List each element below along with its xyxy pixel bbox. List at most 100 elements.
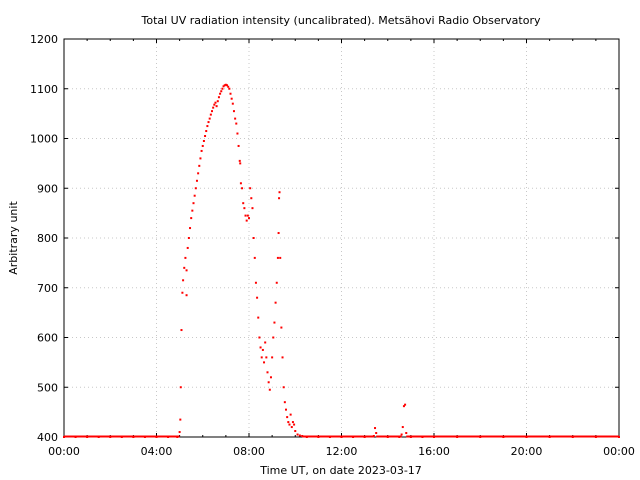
data-point <box>216 100 219 103</box>
data-point <box>202 139 205 142</box>
data-point <box>221 87 224 90</box>
data-point <box>222 85 225 88</box>
data-point <box>232 110 235 113</box>
data-point <box>288 423 291 426</box>
x-tick-label: 20:00 <box>511 445 543 458</box>
data-point <box>235 122 238 125</box>
data-point <box>226 84 229 87</box>
data-point <box>263 361 266 364</box>
data-point <box>182 279 185 282</box>
x-tick-label: 00:00 <box>48 445 80 458</box>
data-point <box>296 433 299 436</box>
data-point <box>276 256 279 259</box>
x-tick-label: 16:00 <box>418 445 450 458</box>
y-tick-label: 400 <box>37 431 58 444</box>
data-point <box>401 426 404 429</box>
data-point <box>180 329 183 332</box>
y-tick-label: 1200 <box>30 33 58 46</box>
data-point <box>374 427 377 430</box>
data-point <box>220 90 223 93</box>
data-point <box>269 376 272 379</box>
data-point <box>257 316 260 319</box>
data-point <box>198 164 201 167</box>
x-axis-label: Time UT, on date 2023-03-17 <box>259 464 422 477</box>
data-point <box>246 214 249 217</box>
axis-ticks <box>63 38 620 438</box>
data-point <box>231 102 234 105</box>
grid-lines <box>64 39 619 437</box>
data-point <box>287 421 290 424</box>
data-point <box>266 371 269 374</box>
data-point <box>186 246 189 249</box>
y-tick-label: 500 <box>37 381 58 394</box>
data-point <box>230 97 233 100</box>
x-tick-label: 00:00 <box>603 445 635 458</box>
data-point <box>251 207 254 210</box>
data-point <box>275 281 278 284</box>
y-tick-label: 900 <box>37 182 58 195</box>
x-tick-label: 04:00 <box>141 445 173 458</box>
data-point <box>278 191 281 194</box>
data-point <box>213 103 216 106</box>
data-point <box>201 144 204 147</box>
data-point <box>242 202 245 205</box>
data-point <box>237 144 240 147</box>
data-point <box>283 401 286 404</box>
data-point <box>404 403 407 406</box>
data-point <box>200 149 203 152</box>
data-point <box>238 159 241 162</box>
data-point <box>400 433 403 436</box>
data-point <box>289 413 292 416</box>
data-point <box>252 237 255 239</box>
data-point <box>274 301 277 304</box>
data-point <box>189 227 192 230</box>
data-point <box>253 256 256 259</box>
data-point <box>250 197 253 200</box>
data-point <box>185 294 188 297</box>
data-point <box>236 132 239 135</box>
data-point <box>245 219 248 222</box>
data-point <box>229 92 232 95</box>
data-point <box>271 356 274 359</box>
data-point <box>402 405 405 408</box>
y-tick-label: 800 <box>37 232 58 245</box>
y-axis-label: Arbitrary unit <box>7 201 20 275</box>
y-tick-labels: 400 500 600 700 800 900 1000 1100 1200 <box>30 33 58 444</box>
data-point <box>268 388 271 391</box>
data-point <box>280 326 283 329</box>
data-point <box>277 232 280 235</box>
data-point <box>185 269 188 272</box>
data-point <box>272 336 275 339</box>
data-point <box>279 256 282 259</box>
data-point <box>199 157 202 160</box>
x-tick-labels: 00:00 04:00 08:00 12:00 16:00 20:00 00:00 <box>48 445 635 458</box>
data-point <box>234 117 237 120</box>
data-point <box>184 256 187 259</box>
data-point <box>193 194 196 197</box>
data-point <box>298 434 301 437</box>
data-point <box>248 217 250 220</box>
data-point <box>227 85 230 88</box>
y-tick-label: 1000 <box>30 133 58 146</box>
data-point <box>254 281 257 284</box>
data-point <box>204 135 207 138</box>
data-point <box>224 83 227 86</box>
data-point <box>197 172 200 175</box>
chart-title: Total UV radiation intensity (uncalibrat… <box>141 14 541 27</box>
data-point <box>187 237 190 239</box>
data-point <box>214 101 217 104</box>
data-point <box>178 431 181 434</box>
data-point <box>405 432 408 435</box>
data-point <box>291 421 294 424</box>
data-point <box>293 423 296 426</box>
x-tick-label: 08:00 <box>233 445 265 458</box>
data-point <box>192 202 195 205</box>
data-point <box>217 96 220 99</box>
data-point <box>267 381 270 384</box>
data-point <box>258 336 261 339</box>
data-point <box>264 341 267 344</box>
data-point <box>241 187 244 190</box>
data-point <box>239 162 242 165</box>
data-point <box>286 416 289 419</box>
data-point <box>179 418 182 421</box>
